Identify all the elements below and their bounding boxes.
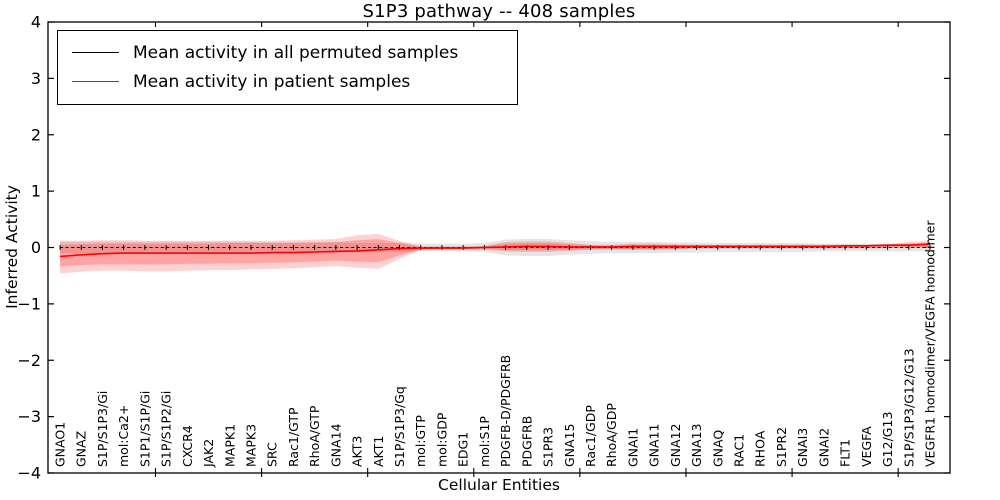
y-tick-label: 2 <box>31 125 41 144</box>
x-tick-label: S1P1/S1P/Gi <box>137 391 152 467</box>
legend-entry-patient: Mean activity in patient samples <box>68 67 507 96</box>
x-tick-label: GNAI3 <box>795 428 810 467</box>
x-tick-label: RhoA/GTP <box>307 405 322 467</box>
x-tick-label: MAPK1 <box>222 424 237 467</box>
x-tick-label: GNAI2 <box>816 428 831 467</box>
x-tick-label: RhoA/GDP <box>604 403 619 467</box>
permuted-line-swatch <box>72 52 119 53</box>
patient-line-swatch <box>72 81 119 82</box>
chart-title: S1P3 pathway -- 408 samples <box>362 1 636 22</box>
x-tick-label: S1P/S1P2/Gi <box>159 391 174 467</box>
x-tick-label: GNA15 <box>562 424 577 468</box>
y-tick-label: 1 <box>31 182 41 201</box>
x-tick-label: mol:S1P <box>477 416 492 467</box>
legend-label-patient: Mean activity in patient samples <box>133 71 411 92</box>
x-tick-label: GNA12 <box>668 424 683 468</box>
x-tick-label: CXCR4 <box>180 425 195 467</box>
legend: Mean activity in all permuted samples Me… <box>57 30 518 105</box>
x-tick-label: GNAZ <box>74 431 89 467</box>
patient-band-outer <box>60 234 930 274</box>
x-tick-label: JAK2 <box>201 439 216 468</box>
x-tick-label: mol:Ca2+ <box>116 405 131 467</box>
x-tick-label: S1P/S1P3/Gi <box>95 391 110 467</box>
x-tick-label: GNAQ <box>710 430 725 467</box>
x-axis-label: Cellular Entities <box>438 476 560 494</box>
x-tick-label: MAPK3 <box>244 424 259 467</box>
x-tick-label: PDGFRB <box>519 416 534 467</box>
x-tick-label: S1P/S1P3/Gq <box>392 386 407 467</box>
x-tick-label: Rac1/GTP <box>286 407 301 467</box>
x-tick-label: GNAO1 <box>53 422 68 467</box>
x-tick-label: mol:GDP <box>435 412 450 467</box>
legend-label-permuted: Mean activity in all permuted samples <box>133 42 459 63</box>
x-tick-label: RHOA <box>753 430 768 467</box>
x-tick-label: VEGFA <box>859 426 874 467</box>
x-tick-label: RAC1 <box>732 434 747 467</box>
x-tick-label: GNAI1 <box>625 428 640 467</box>
x-tick-label: mol:GTP <box>413 415 428 467</box>
x-tick-label: EDG1 <box>456 432 471 467</box>
legend-entry-permuted: Mean activity in all permuted samples <box>68 38 507 67</box>
x-tick-label: GNA14 <box>328 423 343 467</box>
x-tick-label: S1PR2 <box>774 427 789 467</box>
x-tick-label: FLT1 <box>838 439 853 467</box>
x-tick-label: G12/G13 <box>880 412 895 467</box>
x-tick-label: SRC <box>265 442 280 467</box>
y-tick-label: −1 <box>17 294 41 313</box>
y-tick-label: −4 <box>17 464 41 483</box>
x-tick-label: VEGFR1 homodimer/VEGFA homodimer <box>923 220 938 467</box>
y-tick-label: 0 <box>31 238 41 257</box>
x-tick-label: S1PR3 <box>541 427 556 467</box>
x-tick-label: GNA11 <box>647 424 662 468</box>
x-tick-label: AKT3 <box>350 436 365 467</box>
x-tick-label: AKT1 <box>371 436 386 467</box>
x-tick-label: S1P/S1P3/G12/G13 <box>901 348 916 467</box>
y-tick-label: −3 <box>17 407 41 426</box>
patient-mean-line <box>59 243 931 258</box>
y-tick-label: −2 <box>17 351 41 370</box>
x-tick-label: PDGFB-D/PDGFRB <box>498 355 513 467</box>
x-tick-label: Rac1/GDP <box>583 405 598 467</box>
y-tick-label: 3 <box>31 69 41 88</box>
x-tick-label: GNA13 <box>689 424 704 468</box>
y-tick-label: 4 <box>31 13 41 32</box>
